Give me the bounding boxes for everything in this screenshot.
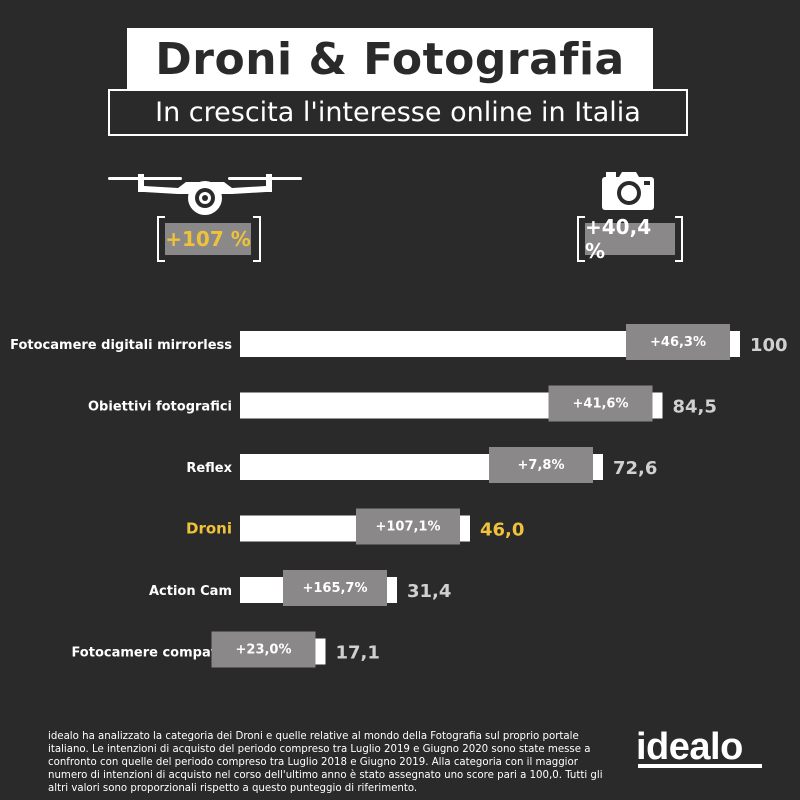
category-label: Fotocamere digitali mirrorless xyxy=(10,338,232,353)
page-title: Droni & Fotografia xyxy=(127,28,653,90)
category-label: Fotocamere compatte xyxy=(71,646,232,661)
value-label: 100 xyxy=(750,335,788,356)
growth-label: +46,3% xyxy=(650,335,706,350)
logo-underline xyxy=(638,764,762,768)
growth-label: +165,7% xyxy=(302,581,367,596)
footer-note: idealo ha analizzato la categoria dei Dr… xyxy=(48,731,603,794)
bracket-left xyxy=(157,216,165,262)
category-label: Action Cam xyxy=(149,584,232,599)
growth-label: +7,8% xyxy=(518,458,565,473)
category-label: Reflex xyxy=(186,461,232,476)
value-label: 31,4 xyxy=(407,581,451,602)
idealo-logo: idealo xyxy=(636,726,743,768)
value-label: 72,6 xyxy=(613,458,657,479)
value-label: 46,0 xyxy=(480,520,524,541)
growth-box xyxy=(356,508,460,545)
value-label: 84,5 xyxy=(673,397,717,418)
growth-box xyxy=(626,324,730,360)
camera-growth-value: +40,4 % xyxy=(585,215,675,263)
category-label: Droni xyxy=(186,520,232,538)
growth-label: +23,0% xyxy=(236,643,292,658)
camera-growth-badge: +40,4 % xyxy=(577,215,683,263)
growth-box xyxy=(211,631,316,668)
category-label: Obiettivi fotografici xyxy=(88,400,232,415)
growth-label: +41,6% xyxy=(573,397,629,412)
bracket-right xyxy=(675,216,683,262)
growth-box xyxy=(283,570,387,606)
bracket-right xyxy=(253,216,261,262)
growth-label: +107,1% xyxy=(375,520,440,535)
drone-icon xyxy=(108,174,302,215)
drone-growth-value: +107 % xyxy=(165,223,251,255)
camera-icon xyxy=(602,172,654,210)
bracket-left xyxy=(577,216,585,262)
drone-growth-badge: +107 % xyxy=(157,216,261,262)
page-subtitle: In crescita l'interesse online in Italia xyxy=(108,89,688,136)
value-label: 17,1 xyxy=(336,643,380,664)
growth-box xyxy=(548,385,653,422)
growth-box xyxy=(489,447,593,483)
bar-chart: Fotocamere digitali mirrorless +46,3% 100 O… xyxy=(10,324,788,668)
